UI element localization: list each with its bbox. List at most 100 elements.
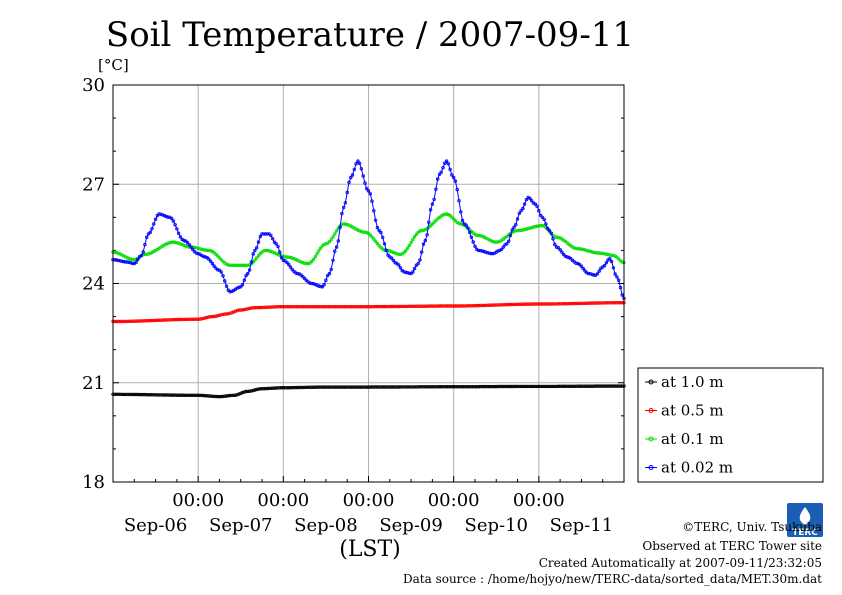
data-point <box>373 239 378 243</box>
data-point <box>203 255 207 259</box>
data-point <box>471 240 475 244</box>
data-point <box>441 385 445 389</box>
data-point <box>553 384 557 389</box>
data-point <box>221 274 225 278</box>
data-point <box>521 302 525 306</box>
data-point <box>299 305 303 309</box>
data-point <box>246 389 250 394</box>
data-point <box>262 305 266 310</box>
data-point <box>146 252 151 256</box>
data-point <box>485 384 490 389</box>
data-point <box>398 252 403 257</box>
data-point <box>265 386 270 391</box>
data-point <box>139 253 144 258</box>
data-point <box>333 249 337 253</box>
data-point <box>507 239 511 243</box>
data-point <box>535 302 539 306</box>
data-point <box>560 302 564 306</box>
data-point <box>402 304 406 309</box>
data-point <box>483 250 488 254</box>
data-point <box>350 305 355 309</box>
data-point <box>219 270 223 274</box>
data-point <box>326 305 330 309</box>
data-point <box>366 189 371 193</box>
data-point <box>606 252 610 257</box>
x-day-label: Sep-10 <box>465 515 529 536</box>
data-point <box>372 208 376 213</box>
data-point <box>457 221 461 226</box>
data-point <box>530 225 534 230</box>
data-point <box>436 304 440 308</box>
data-point <box>430 304 435 308</box>
data-point <box>615 255 619 259</box>
data-point <box>469 235 474 239</box>
data-point <box>219 258 223 262</box>
data-point <box>208 394 213 398</box>
data-point <box>507 384 511 389</box>
data-point <box>169 216 174 220</box>
data-point <box>372 385 376 389</box>
data-point <box>549 302 553 306</box>
data-point <box>540 302 545 306</box>
data-point <box>407 304 411 308</box>
plot-frame <box>112 84 625 483</box>
data-point <box>128 261 133 265</box>
data-point <box>407 271 411 275</box>
data-point <box>556 246 561 250</box>
data-point <box>342 385 346 389</box>
data-point <box>311 305 316 309</box>
data-point <box>530 384 534 389</box>
data-point <box>501 384 505 389</box>
data-point <box>334 229 339 233</box>
y-axis-unit-label: [°C] <box>98 56 129 74</box>
data-point <box>439 170 443 174</box>
data-point <box>297 259 301 263</box>
data-point <box>279 305 284 309</box>
data-point <box>602 384 607 388</box>
data-point <box>487 251 491 255</box>
data-point <box>354 305 358 309</box>
data-point <box>592 301 596 305</box>
data-point <box>576 261 580 266</box>
data-point <box>116 258 120 263</box>
data-point <box>469 385 474 389</box>
data-point <box>194 251 199 255</box>
data-point <box>208 259 213 263</box>
data-point <box>611 266 616 270</box>
data-point <box>150 393 154 397</box>
data-point <box>558 302 562 306</box>
data-point <box>155 318 160 322</box>
data-point <box>441 165 445 170</box>
data-point <box>368 233 372 237</box>
data-point <box>576 301 580 306</box>
data-point <box>175 317 179 322</box>
data-point <box>510 384 514 389</box>
data-point <box>191 393 195 397</box>
data-point <box>480 234 484 238</box>
legend-item: at 1.0 m <box>645 373 724 391</box>
data-point <box>569 301 573 306</box>
data-point <box>475 303 479 308</box>
data-point <box>407 243 411 248</box>
data-point <box>265 305 270 309</box>
data-point <box>412 304 417 308</box>
data-point <box>402 270 406 274</box>
data-point <box>583 301 587 305</box>
data-point <box>494 303 498 307</box>
data-point <box>239 263 243 267</box>
data-point <box>565 255 569 259</box>
data-point <box>166 215 170 219</box>
data-point <box>389 249 394 254</box>
data-point <box>546 302 550 306</box>
data-point <box>324 278 328 282</box>
data-point <box>136 257 140 262</box>
data-point <box>150 226 154 231</box>
data-point <box>237 308 241 312</box>
data-point <box>617 278 621 282</box>
data-point <box>185 244 190 249</box>
data-point <box>391 258 395 262</box>
series-line <box>112 213 625 266</box>
data-point <box>602 252 607 256</box>
data-point <box>269 233 273 238</box>
data-point <box>528 226 532 230</box>
